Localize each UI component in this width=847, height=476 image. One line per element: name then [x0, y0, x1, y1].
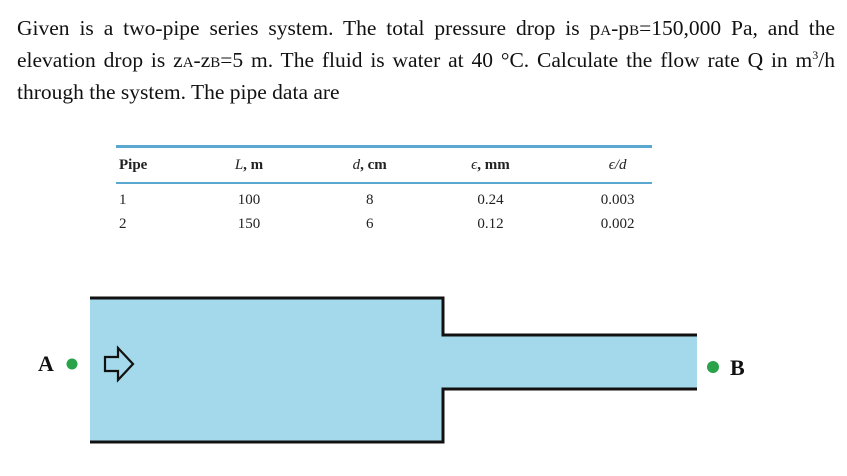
- table-row: 2 150 6 0.12 0.002: [116, 212, 652, 236]
- water-fill: [90, 298, 697, 442]
- cell-pipe: 1: [119, 191, 127, 208]
- cell-length: 100: [237, 191, 261, 208]
- cell-roughness: 0.24: [477, 191, 504, 208]
- pipe-diagram-svg: [66, 296, 719, 444]
- cell-pipe: 2: [119, 215, 127, 232]
- table-header-rule: [116, 182, 652, 184]
- header-diameter: d, cm: [352, 156, 387, 173]
- cell-relative-roughness: 0.003: [600, 191, 635, 208]
- header-relative-roughness: ϵ/d: [608, 156, 627, 173]
- cell-length: 150: [237, 215, 261, 232]
- problem-statement: Given is a two-pipe series system. The t…: [17, 16, 835, 104]
- right-arrow-icon: [103, 345, 135, 383]
- pipe-system-diagram: A B: [0, 285, 847, 471]
- point-b-marker: [707, 361, 719, 373]
- pipe-wall-bottom: [90, 387, 697, 444]
- point-a-label: A: [38, 351, 54, 376]
- pipe-data-table: Pipe L, m d, cm ϵ, mm ϵ/d 1 100 8 0.24 0…: [116, 145, 652, 236]
- header-roughness: ϵ, mm: [471, 156, 510, 173]
- cell-relative-roughness: 0.002: [600, 215, 635, 232]
- header-length: L, m: [234, 156, 264, 173]
- pipe-wall-top: [90, 296, 697, 337]
- cell-roughness: 0.12: [477, 215, 504, 232]
- cell-diameter: 8: [365, 191, 374, 208]
- point-a-marker: [66, 358, 78, 370]
- table-top-rule: [116, 145, 652, 148]
- table-row: 1 100 8 0.24 0.003: [116, 188, 652, 212]
- point-b-label: B: [730, 355, 745, 380]
- table-header-row: Pipe L, m d, cm ϵ, mm ϵ/d: [116, 148, 652, 182]
- header-pipe: Pipe: [119, 156, 148, 173]
- cell-diameter: 6: [365, 215, 374, 232]
